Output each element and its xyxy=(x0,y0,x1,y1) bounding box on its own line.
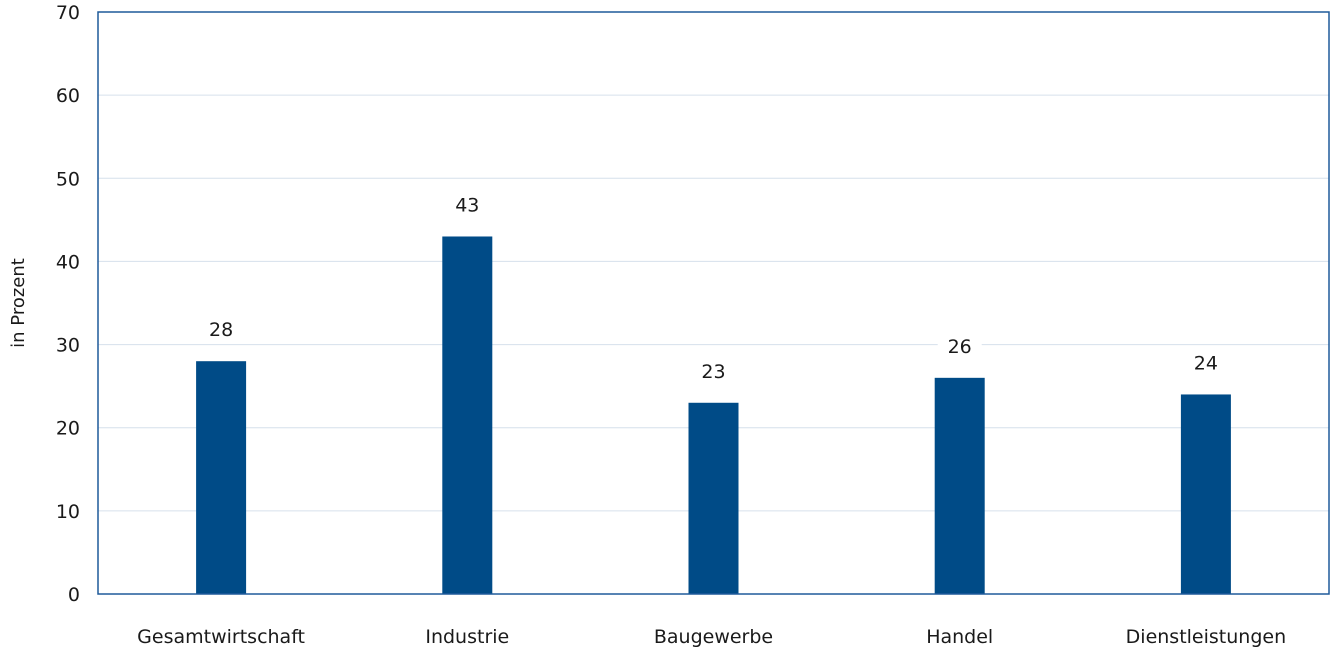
bar-industrie xyxy=(442,236,493,594)
data-label-background xyxy=(937,335,982,360)
data-labels: 28 43 23 26 24 xyxy=(199,194,1228,385)
data-label: 43 xyxy=(455,194,479,216)
bar-gesamtwirtschaft xyxy=(196,361,247,594)
y-tick-label: 20 xyxy=(56,418,80,440)
y-tick-label: 30 xyxy=(56,335,80,357)
plot-frame xyxy=(97,11,1330,595)
bar-handel xyxy=(934,377,985,594)
y-tick-label: 60 xyxy=(56,85,80,107)
y-tick-label: 70 xyxy=(56,2,80,24)
bars xyxy=(196,236,1231,594)
y-tick-label: 10 xyxy=(56,501,80,523)
x-category-label: Handel xyxy=(926,626,993,648)
bar-baugewerbe xyxy=(688,402,739,594)
data-label: 26 xyxy=(948,336,972,358)
y-tick-label: 40 xyxy=(56,251,80,273)
data-label-background xyxy=(199,319,244,344)
y-tick-label: 50 xyxy=(56,168,80,190)
y-tick-label: 0 xyxy=(68,584,80,606)
gridlines xyxy=(98,94,1329,512)
data-label-background xyxy=(1183,352,1228,377)
x-category-label: Dienstleistungen xyxy=(1126,626,1286,648)
data-label: 23 xyxy=(701,361,725,383)
bar-dienstleistungen xyxy=(1180,394,1231,594)
x-category-label: Gesamtwirtschaft xyxy=(137,626,305,648)
data-label: 28 xyxy=(209,319,233,341)
x-category-label: Baugewerbe xyxy=(654,626,773,648)
data-label-background xyxy=(445,194,490,219)
y-axis-title: in Prozent xyxy=(8,258,29,348)
x-category-label: Industrie xyxy=(425,626,509,648)
x-axis-categories: Gesamtwirtschaft Industrie Baugewerbe Hande… xyxy=(137,626,1286,648)
data-label-background xyxy=(691,360,736,385)
y-axis-ticks: 0 10 20 30 40 50 60 70 xyxy=(56,2,80,606)
data-label: 24 xyxy=(1194,352,1218,374)
